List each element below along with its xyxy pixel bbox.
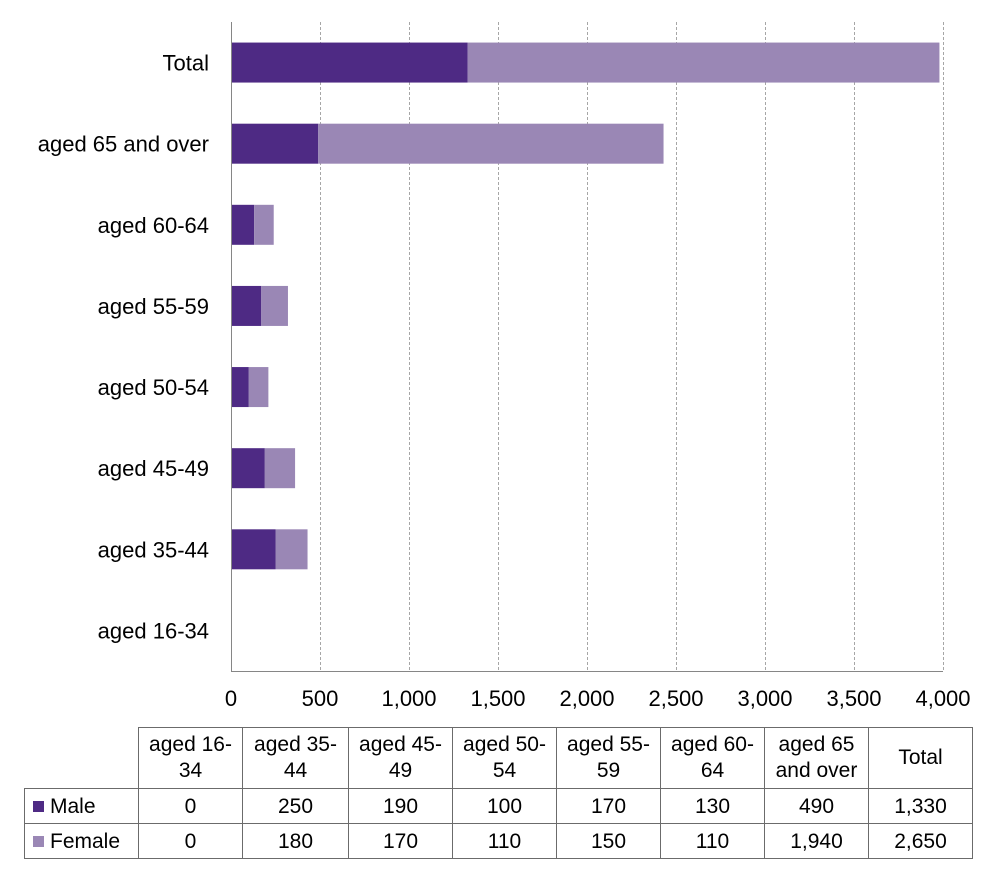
data-table-cell: 190 <box>348 788 453 824</box>
data-table-cell: 2,650 <box>868 823 973 859</box>
data-table-header: aged 16-34 <box>138 727 243 789</box>
data-table-header: aged 55-59 <box>556 727 661 789</box>
legend-entry-male: Male <box>24 788 139 824</box>
legend-entry-female: Female <box>24 823 139 859</box>
data-table-cell: 0 <box>138 823 243 859</box>
category-label: aged 60-64 <box>98 213 209 238</box>
bar-layer <box>231 42 940 570</box>
bar-female <box>318 123 664 164</box>
category-label: aged 45-49 <box>98 456 209 481</box>
data-table-header-row: aged 16-34 aged 35-44 aged 45-49 aged 50… <box>24 727 973 789</box>
bar-female <box>248 367 269 408</box>
x-tick-label: 500 <box>302 686 339 711</box>
data-table-header: Total <box>868 727 973 789</box>
x-tick-label: 3,500 <box>826 686 881 711</box>
legend-label-female: Female <box>50 829 121 853</box>
data-table-corner <box>24 727 139 789</box>
bar-male <box>231 367 249 408</box>
data-table-cell: 110 <box>660 823 765 859</box>
category-label-layer: aged 16-34 aged 35-44 aged 45-49 aged 50-54… <box>38 51 209 644</box>
x-tick-label: 2,000 <box>559 686 614 711</box>
x-tick-label: 1,000 <box>381 686 436 711</box>
grid-layer <box>320 22 944 671</box>
data-table-cell: 110 <box>452 823 557 859</box>
data-table-header: aged 60-64 <box>660 727 765 789</box>
category-label: aged 65 and over <box>38 132 209 157</box>
data-table-row-female: Female 0 180 170 110 150 110 1,940 2,650 <box>24 823 973 859</box>
bar-female <box>264 448 296 489</box>
data-table-header: aged 50-54 <box>452 727 557 789</box>
data-table-row-male: Male 0 250 190 100 170 130 490 1,330 <box>24 788 973 824</box>
legend-swatch-male <box>33 800 44 812</box>
bar-male <box>231 529 276 570</box>
x-tick-label: 1,500 <box>470 686 525 711</box>
bar-male <box>231 42 468 83</box>
bar-female <box>467 42 940 83</box>
chart: aged 16-34 aged 35-44 aged 45-49 aged 50-54… <box>38 22 971 711</box>
tick-label-layer: 0 500 1,000 1,500 2,000 2,500 3,000 3,500 4,000 <box>225 686 971 711</box>
data-table-header: aged 65 and over <box>764 727 869 789</box>
bar-male <box>231 123 319 164</box>
data-table-cell: 0 <box>138 788 243 824</box>
bar-male <box>231 448 265 489</box>
data-table-header: aged 45-49 <box>348 727 453 789</box>
bar-female <box>254 204 274 245</box>
bar-female <box>275 529 308 570</box>
data-table-cell: 100 <box>452 788 557 824</box>
legend-swatch-female <box>33 835 44 847</box>
data-table-cell: 490 <box>764 788 869 824</box>
data-table-cell: 170 <box>348 823 453 859</box>
data-table-header: aged 35-44 <box>242 727 349 789</box>
category-label: aged 35-44 <box>98 537 209 562</box>
category-label: Total <box>163 51 209 76</box>
x-tick-label: 0 <box>225 686 237 711</box>
x-tick-label: 4,000 <box>915 686 970 711</box>
category-label: aged 55-59 <box>98 294 209 319</box>
data-table-cell: 1,330 <box>868 788 973 824</box>
legend-label-male: Male <box>50 794 96 818</box>
data-table: aged 16-34 aged 35-44 aged 45-49 aged 50… <box>24 727 973 859</box>
data-table-cell: 130 <box>660 788 765 824</box>
axis-layer <box>231 22 943 672</box>
category-label: aged 16-34 <box>98 618 209 643</box>
data-table-cell: 1,940 <box>764 823 869 859</box>
x-tick-label: 2,500 <box>648 686 703 711</box>
data-table-cell: 150 <box>556 823 661 859</box>
category-label: aged 50-54 <box>98 375 209 400</box>
data-table-cell: 180 <box>242 823 349 859</box>
bar-male <box>231 204 255 245</box>
data-table-cell: 250 <box>242 788 349 824</box>
bar-female <box>261 285 288 326</box>
x-tick-label: 3,000 <box>737 686 792 711</box>
bar-male <box>231 285 262 326</box>
data-table-cell: 170 <box>556 788 661 824</box>
